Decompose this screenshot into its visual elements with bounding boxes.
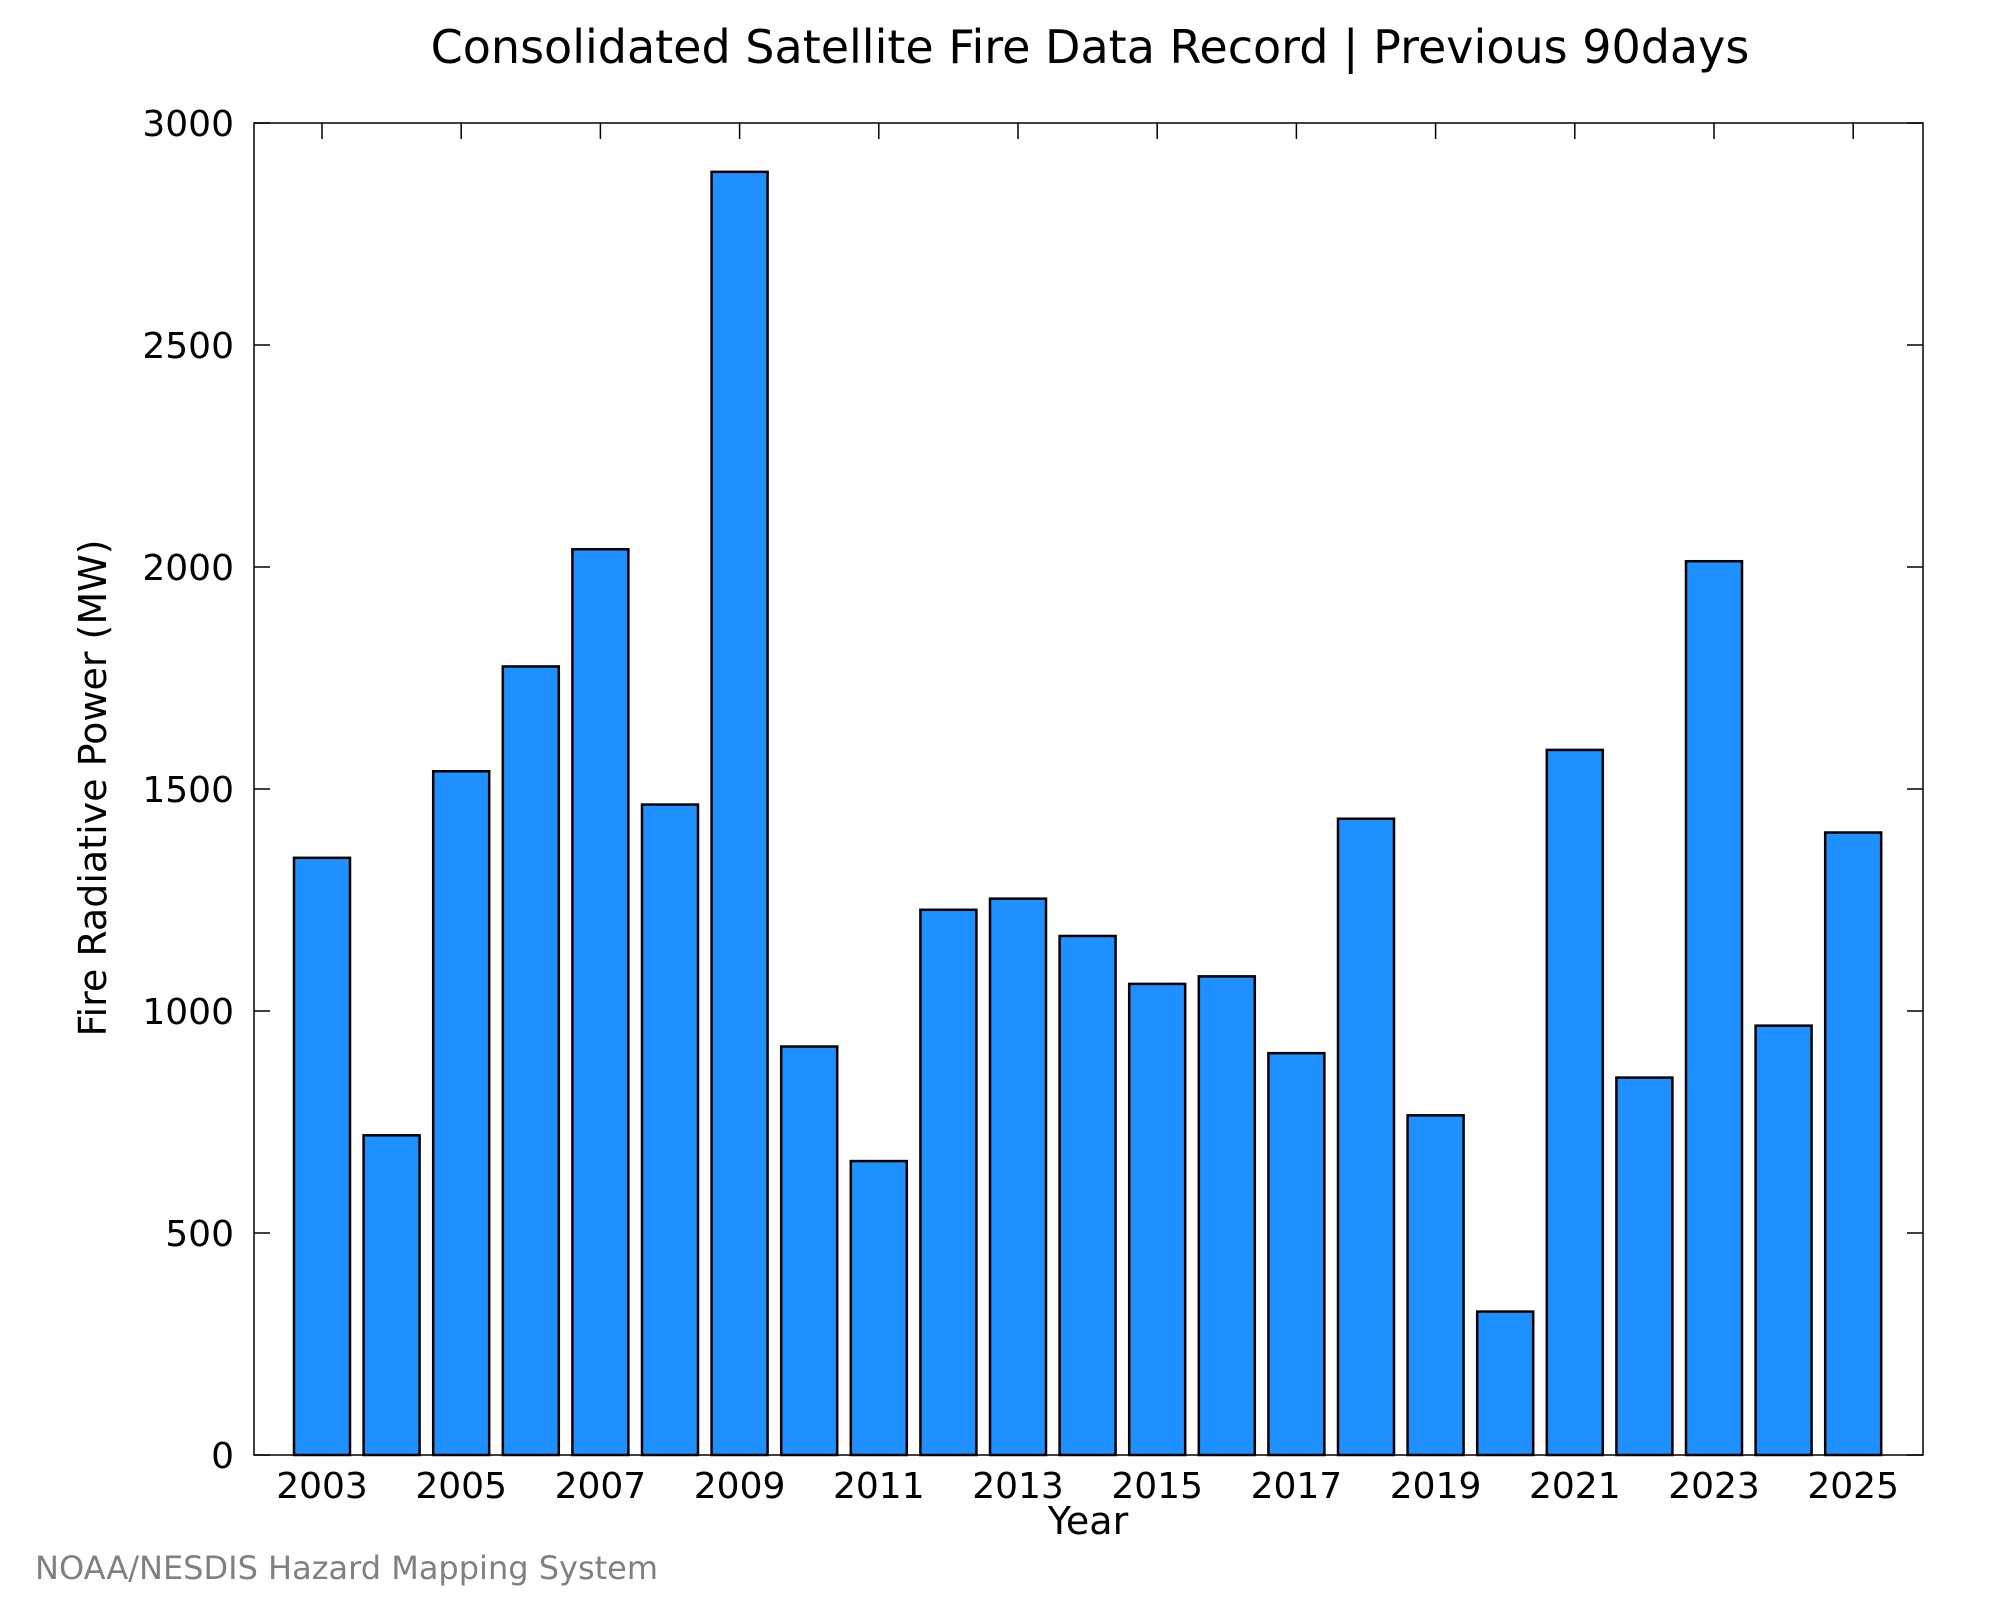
x-axis-ticks: 2003 2005 2007 2009 2011 2013 2015 2017 2019 2021… — [276, 123, 1899, 1507]
bar-2013 — [988, 897, 1048, 1457]
y-tick-label: 2500 — [142, 326, 234, 367]
bar-2020 — [1475, 1310, 1535, 1457]
bar-2005 — [431, 769, 491, 1457]
bar-2011 — [849, 1159, 909, 1457]
bar-2010 — [779, 1045, 839, 1457]
y-tick-label: 2000 — [142, 548, 234, 589]
x-tick-label: 2005 — [415, 1466, 507, 1507]
bar-2008 — [640, 803, 700, 1457]
credit-text: NOAA/NESDIS Hazard Mapping System — [35, 1549, 658, 1587]
bar-2014 — [1058, 934, 1117, 1457]
bar-2018 — [1336, 817, 1396, 1457]
bar-2016 — [1197, 975, 1257, 1457]
x-tick-label: 2003 — [276, 1466, 368, 1507]
y-axis-label: Fire Radiative Power (MW) — [71, 539, 115, 1036]
bar-2017 — [1267, 1051, 1326, 1457]
bar-2012 — [919, 908, 978, 1457]
bar-2004 — [362, 1134, 421, 1457]
y-tick-label: 1000 — [142, 992, 234, 1033]
y-axis-ticks: 0 500 1000 1500 2000 2500 3000 — [142, 104, 1923, 1477]
bar-2003 — [292, 856, 352, 1457]
x-tick-label: 2025 — [1807, 1466, 1899, 1507]
x-tick-label: 2021 — [1529, 1466, 1621, 1507]
x-tick-label: 2007 — [555, 1466, 647, 1507]
y-tick-label: 0 — [211, 1436, 234, 1477]
plot-frame — [253, 122, 1924, 1456]
bar-2015 — [1127, 982, 1187, 1457]
chart-title: Consolidated Satellite Fire Data Record … — [431, 20, 1750, 75]
x-tick-label: 2015 — [1111, 1466, 1203, 1507]
bar-2019 — [1406, 1114, 1465, 1457]
bars-group — [292, 170, 1883, 1457]
bar-2021 — [1545, 748, 1605, 1457]
x-tick-label: 2009 — [694, 1466, 786, 1507]
x-tick-label: 2017 — [1251, 1466, 1343, 1507]
x-tick-label: 2011 — [833, 1466, 925, 1507]
x-axis-label: Year — [1047, 1499, 1129, 1543]
y-tick-label: 3000 — [142, 104, 234, 145]
bar-2022 — [1615, 1076, 1674, 1457]
bar-2025 — [1823, 831, 1883, 1457]
bar-2023 — [1684, 559, 1744, 1457]
bar-2009 — [710, 170, 769, 1457]
y-tick-label: 1500 — [142, 770, 234, 811]
y-tick-label: 500 — [165, 1214, 234, 1255]
x-tick-label: 2023 — [1668, 1466, 1760, 1507]
x-tick-label: 2019 — [1390, 1466, 1482, 1507]
bar-2007 — [571, 547, 630, 1457]
bar-2006 — [501, 665, 561, 1457]
x-tick-label: 2013 — [972, 1466, 1064, 1507]
bar-2024 — [1754, 1024, 1813, 1457]
